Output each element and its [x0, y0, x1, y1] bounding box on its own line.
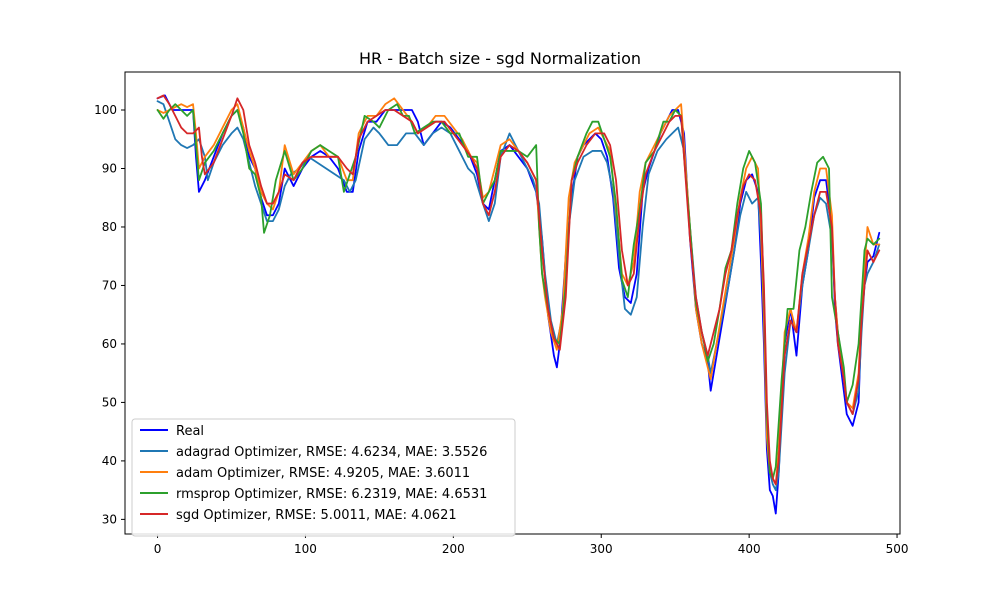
x-tick-label: 300	[590, 542, 613, 556]
y-tick-label: 100	[94, 103, 117, 117]
y-tick-label: 90	[102, 161, 117, 175]
legend-box	[131, 418, 516, 537]
legend-label-0: Real	[176, 424, 204, 439]
legend-label-1: adagrad Optimizer, RMSE: 4.6234, MAE: 3.…	[176, 445, 487, 460]
x-tick-label: 200	[442, 542, 465, 556]
x-tick-label: 500	[886, 542, 909, 556]
legend: Real adagrad Optimizer, RMSE: 4.6234, MAE…	[131, 418, 516, 537]
chart-title: HR - Batch size - sgd Normalization	[359, 49, 641, 68]
y-tick-label: 40	[102, 454, 117, 468]
series-line-4	[156, 94, 881, 486]
x-tick-label: 400	[738, 542, 761, 556]
legend-label-4: sgd Optimizer, RMSE: 5.0011, MAE: 4.0621	[176, 508, 457, 523]
y-tick-label: 70	[102, 278, 117, 292]
y-tick-label: 80	[102, 220, 117, 234]
y-tick-label: 30	[102, 512, 117, 526]
legend-label-2: adam Optimizer, RMSE: 4.9205, MAE: 3.601…	[176, 466, 470, 481]
x-tick-label: 100	[294, 542, 317, 556]
y-tick-label: 60	[102, 337, 117, 351]
y-tick-label: 50	[102, 395, 117, 409]
plot-lines	[156, 94, 881, 515]
legend-label-3: rmsprop Optimizer, RMSE: 6.2319, MAE: 4.…	[176, 487, 487, 502]
x-tick-label: 0	[154, 542, 162, 556]
y-axis: 30 40 50 60 70 80 90 100	[94, 103, 125, 526]
